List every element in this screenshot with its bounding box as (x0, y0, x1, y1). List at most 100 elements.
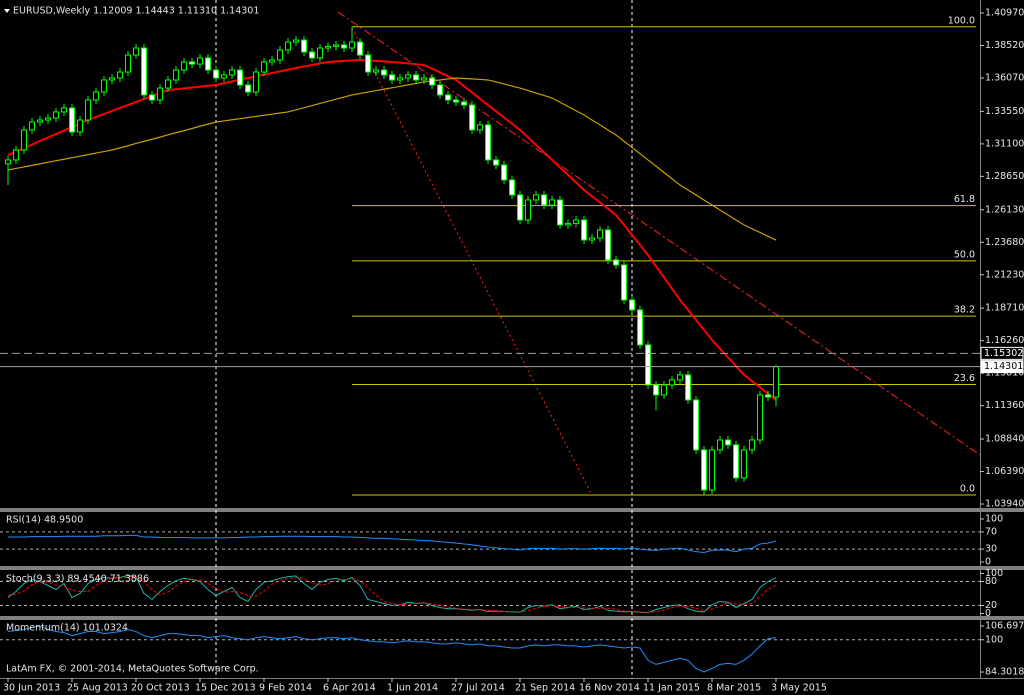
candle-body (269, 59, 275, 63)
x-tick-label: 27 Jul 2014 (451, 683, 505, 694)
candle-body (533, 194, 539, 201)
indicator-line (7, 625, 777, 673)
price-label: 1.15302 (984, 348, 1023, 359)
candle-body (501, 164, 507, 181)
candle-body (173, 69, 179, 81)
y-tick-label: 1.36070 (985, 72, 1024, 83)
candle-body (213, 69, 219, 79)
candle-body (445, 94, 451, 101)
candle-body (765, 394, 771, 398)
y-tick-label: 1.16260 (985, 335, 1024, 346)
candle-body (301, 39, 307, 53)
candle-body (317, 47, 323, 59)
y-tick-label: 1.13810 (985, 368, 1024, 379)
candle-body (109, 77, 115, 81)
price-label-box (980, 346, 1024, 360)
x-tick-label: 16 Nov 2014 (579, 683, 640, 694)
candle-body (613, 259, 619, 266)
fib-label: 0.0 (960, 484, 975, 495)
candle-body (525, 199, 531, 221)
x-tick-label: 3 May 2015 (771, 683, 827, 694)
candle-body (757, 394, 763, 441)
candle-body (493, 159, 499, 166)
candle-body (245, 84, 251, 93)
candle-body (205, 57, 211, 71)
candle-body (309, 51, 315, 59)
candle-body (701, 449, 707, 491)
candle-body (125, 54, 131, 73)
candle-body (141, 47, 147, 96)
x-tick-label: 25 Aug 2013 (67, 683, 128, 694)
x-tick-label: 21 Sep 2014 (515, 683, 575, 694)
y-tick-label: 20 (985, 600, 997, 611)
candle-body (437, 84, 443, 96)
candle-body (557, 199, 563, 226)
candle-body (357, 41, 363, 56)
y-tick-label: 1.08840 (985, 434, 1024, 445)
x-tick-label: 1 Jun 2014 (387, 683, 438, 694)
candle-body (541, 194, 547, 206)
y-tick-label: 1.11360 (985, 400, 1024, 411)
candle-body (709, 449, 715, 491)
fib-label: 23.6 (954, 373, 975, 384)
candle-body (461, 101, 467, 106)
moving-average (7, 58, 777, 401)
candle-body (149, 94, 155, 101)
y-tick-label: 1.31100 (985, 138, 1024, 149)
trend-line (337, 11, 981, 456)
fib-label: 38.2 (954, 305, 975, 316)
candle-body (93, 91, 99, 101)
candle-body (677, 374, 683, 381)
candle-body (573, 219, 579, 224)
candle-body (165, 79, 171, 89)
candle-body (381, 69, 387, 76)
y-tick-label: 1.23680 (985, 237, 1024, 248)
candle-body (5, 159, 11, 165)
candle-body (741, 449, 747, 479)
indicator-line (7, 576, 777, 613)
candle-body (725, 439, 731, 446)
candle-body (429, 77, 435, 86)
candle-body (13, 149, 19, 161)
candle-body (61, 107, 67, 113)
candle-body (133, 47, 139, 56)
candle-body (685, 374, 691, 401)
indicator-title: Stoch(9,3,3) 89.4540 71.3886 (6, 574, 149, 585)
y-tick-label: 1.26130 (985, 204, 1024, 215)
y-tick-label: 0 (985, 557, 991, 568)
candle-body (669, 379, 675, 386)
candle-body (413, 74, 419, 81)
y-tick-label: 70 (985, 526, 997, 537)
candle-body (85, 99, 91, 121)
candle-body (117, 71, 123, 79)
panel-separator (0, 508, 1024, 512)
moving-average (7, 77, 777, 241)
candle-body (253, 71, 259, 93)
candle-body (53, 111, 59, 119)
y-tick-label: 30 (985, 544, 997, 555)
x-tick-label: 9 Feb 2014 (259, 683, 312, 694)
candle-body (405, 74, 411, 79)
candle-body (517, 194, 523, 221)
x-tick-label: 8 Mar 2015 (707, 683, 761, 694)
candle-body (477, 124, 483, 131)
panel-separator (0, 616, 1024, 620)
candle-body (325, 45, 331, 49)
indicator-title: Momentum(14) 101.0324 (6, 623, 128, 634)
chart-title: EURUSD,Weekly 1.12009 1.14443 1.11310 1.… (13, 6, 259, 17)
candle-body (597, 229, 603, 239)
candle-body (349, 41, 355, 49)
candle-body (509, 179, 515, 196)
x-tick-label: 11 Jan 2015 (643, 683, 700, 694)
candle-body (605, 229, 611, 261)
y-tick-label: 84.3018 (985, 667, 1024, 678)
candle-body (229, 69, 235, 76)
menu-arrow[interactable] (4, 9, 10, 13)
indicator-title: RSI(14) 48.9500 (6, 515, 83, 526)
candle-body (277, 49, 283, 61)
candle-body (549, 199, 555, 206)
y-tick-label: 1.03940 (985, 499, 1024, 510)
candle-body (341, 44, 347, 49)
candle-body (221, 74, 227, 79)
candle-body (621, 264, 627, 301)
